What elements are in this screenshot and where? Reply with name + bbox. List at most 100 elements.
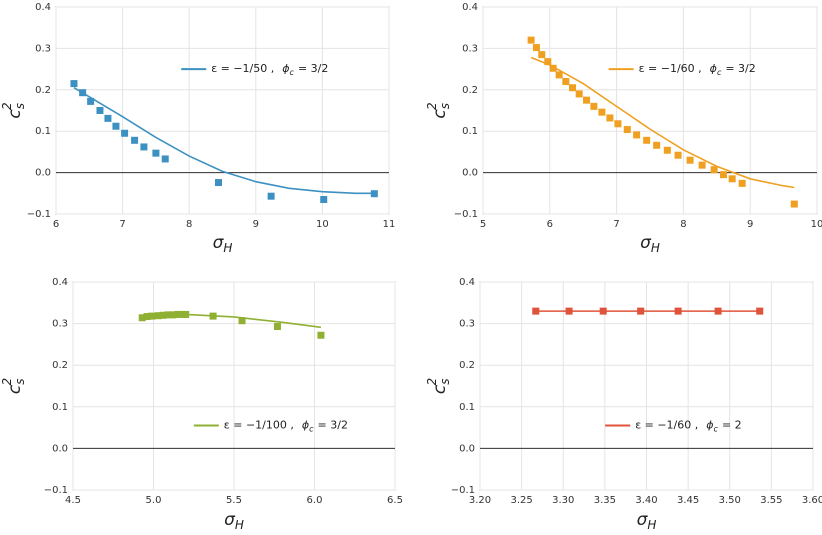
marker	[583, 96, 591, 104]
marker	[169, 311, 177, 319]
marker	[131, 136, 139, 144]
marker	[790, 200, 798, 208]
legend-sub: c	[290, 68, 295, 77]
marker	[96, 107, 104, 114]
marker	[562, 78, 570, 86]
y-label-sup: 2	[0, 378, 14, 386]
x-tick-label: 6	[547, 219, 553, 230]
marker	[637, 307, 645, 315]
x-axis-label: σH	[640, 233, 660, 255]
marker	[121, 129, 129, 137]
marker	[320, 196, 328, 204]
x-tick-label: 9	[747, 219, 753, 230]
y-tick-label: 0.4	[52, 277, 68, 288]
y-tick-label: 0.0	[462, 168, 478, 179]
legend-label: ε = −1/60 , ϕc = 2	[635, 419, 741, 434]
x-tick-label: 5	[480, 219, 486, 230]
x-tick-label: 7	[613, 219, 619, 230]
y-tick-label: 0.3	[459, 319, 475, 330]
legend-eq: = 3/2	[298, 62, 328, 75]
legend-label: ε = −1/50 , ϕc = 3/2	[211, 62, 328, 77]
y-axis-label: cs2	[0, 102, 27, 118]
x-tick-label: 5.0	[146, 495, 162, 506]
x-tick-label: 6.5	[387, 495, 403, 506]
marker	[273, 323, 281, 331]
x-axis-label: σH	[213, 233, 233, 255]
y-tick-label: 0.1	[462, 126, 478, 137]
x-tick-label: 3.40	[635, 495, 657, 506]
x-tick-label: 8	[186, 219, 192, 230]
marker	[653, 141, 661, 149]
marker	[569, 84, 577, 92]
y-tick-label: 0.4	[462, 2, 478, 13]
y-label-base: c	[5, 384, 25, 394]
legend-phi: ϕ	[302, 419, 309, 432]
marker	[643, 136, 651, 144]
x-tick-label: 6	[53, 219, 59, 230]
marker	[728, 175, 736, 183]
marker	[710, 166, 718, 174]
y-tick-label: 0.2	[462, 85, 478, 96]
marker	[623, 126, 631, 134]
legend-eq: = 3/2	[318, 419, 348, 432]
marker	[215, 179, 223, 187]
marker	[598, 108, 606, 116]
marker	[698, 161, 706, 169]
marker	[575, 90, 583, 98]
y-label-base: c	[430, 384, 450, 394]
x-tick-label: 5.5	[226, 495, 242, 506]
marker	[148, 312, 156, 320]
marker	[317, 331, 325, 339]
x-axis-label: σH	[637, 510, 657, 532]
marker	[70, 80, 78, 88]
legend-sub: c	[309, 424, 314, 433]
marker	[159, 311, 167, 319]
legend-phi: ϕ	[710, 62, 717, 75]
y-tick-label: 0.4	[459, 277, 475, 288]
marker	[606, 114, 614, 122]
y-tick-label: 0.0	[35, 168, 51, 179]
marker	[738, 179, 746, 187]
plot-frame	[55, 6, 390, 215]
y-tick-label: 0.3	[35, 43, 51, 54]
x-label-base: σ	[640, 233, 652, 253]
y-tick-label: 0.0	[459, 443, 475, 454]
x-tick-label: 11	[383, 219, 396, 230]
marker	[532, 44, 540, 52]
marker	[79, 89, 87, 97]
y-tick-label: −0.1	[27, 209, 51, 220]
marker	[238, 317, 246, 325]
y-tick-label: 0.3	[462, 43, 478, 54]
marker	[538, 51, 546, 59]
marker	[174, 310, 182, 318]
y-axis-label: cs2	[425, 102, 452, 118]
x-tick-label: 4.5	[65, 495, 81, 506]
marker	[633, 131, 641, 139]
y-tick-label: −0.1	[44, 485, 68, 496]
marker	[140, 143, 148, 151]
marker	[549, 64, 557, 72]
marker	[112, 122, 120, 130]
y-label-sup: 2	[0, 102, 14, 110]
marker	[267, 192, 275, 200]
x-label-sub: H	[235, 518, 244, 532]
y-label-sub: s	[438, 379, 452, 385]
curve	[530, 56, 795, 189]
y-tick-label: 0.3	[52, 319, 68, 330]
y-axis-label: cs2	[0, 378, 27, 394]
marker	[544, 58, 552, 66]
marker	[138, 314, 146, 322]
x-tick-label: 3.35	[594, 495, 616, 506]
x-tick-label: 3.30	[552, 495, 574, 506]
marker	[756, 307, 764, 315]
legend-phi: ϕ	[282, 62, 289, 75]
y-tick-label: 0.4	[35, 2, 51, 13]
y-label-sub: s	[13, 379, 27, 385]
y-tick-label: 0.1	[52, 402, 68, 413]
x-label-base: σ	[213, 233, 225, 253]
x-tick-label: 7	[119, 219, 125, 230]
marker	[182, 310, 190, 318]
y-label-base: c	[430, 109, 450, 119]
marker	[663, 146, 671, 154]
marker	[590, 102, 598, 110]
